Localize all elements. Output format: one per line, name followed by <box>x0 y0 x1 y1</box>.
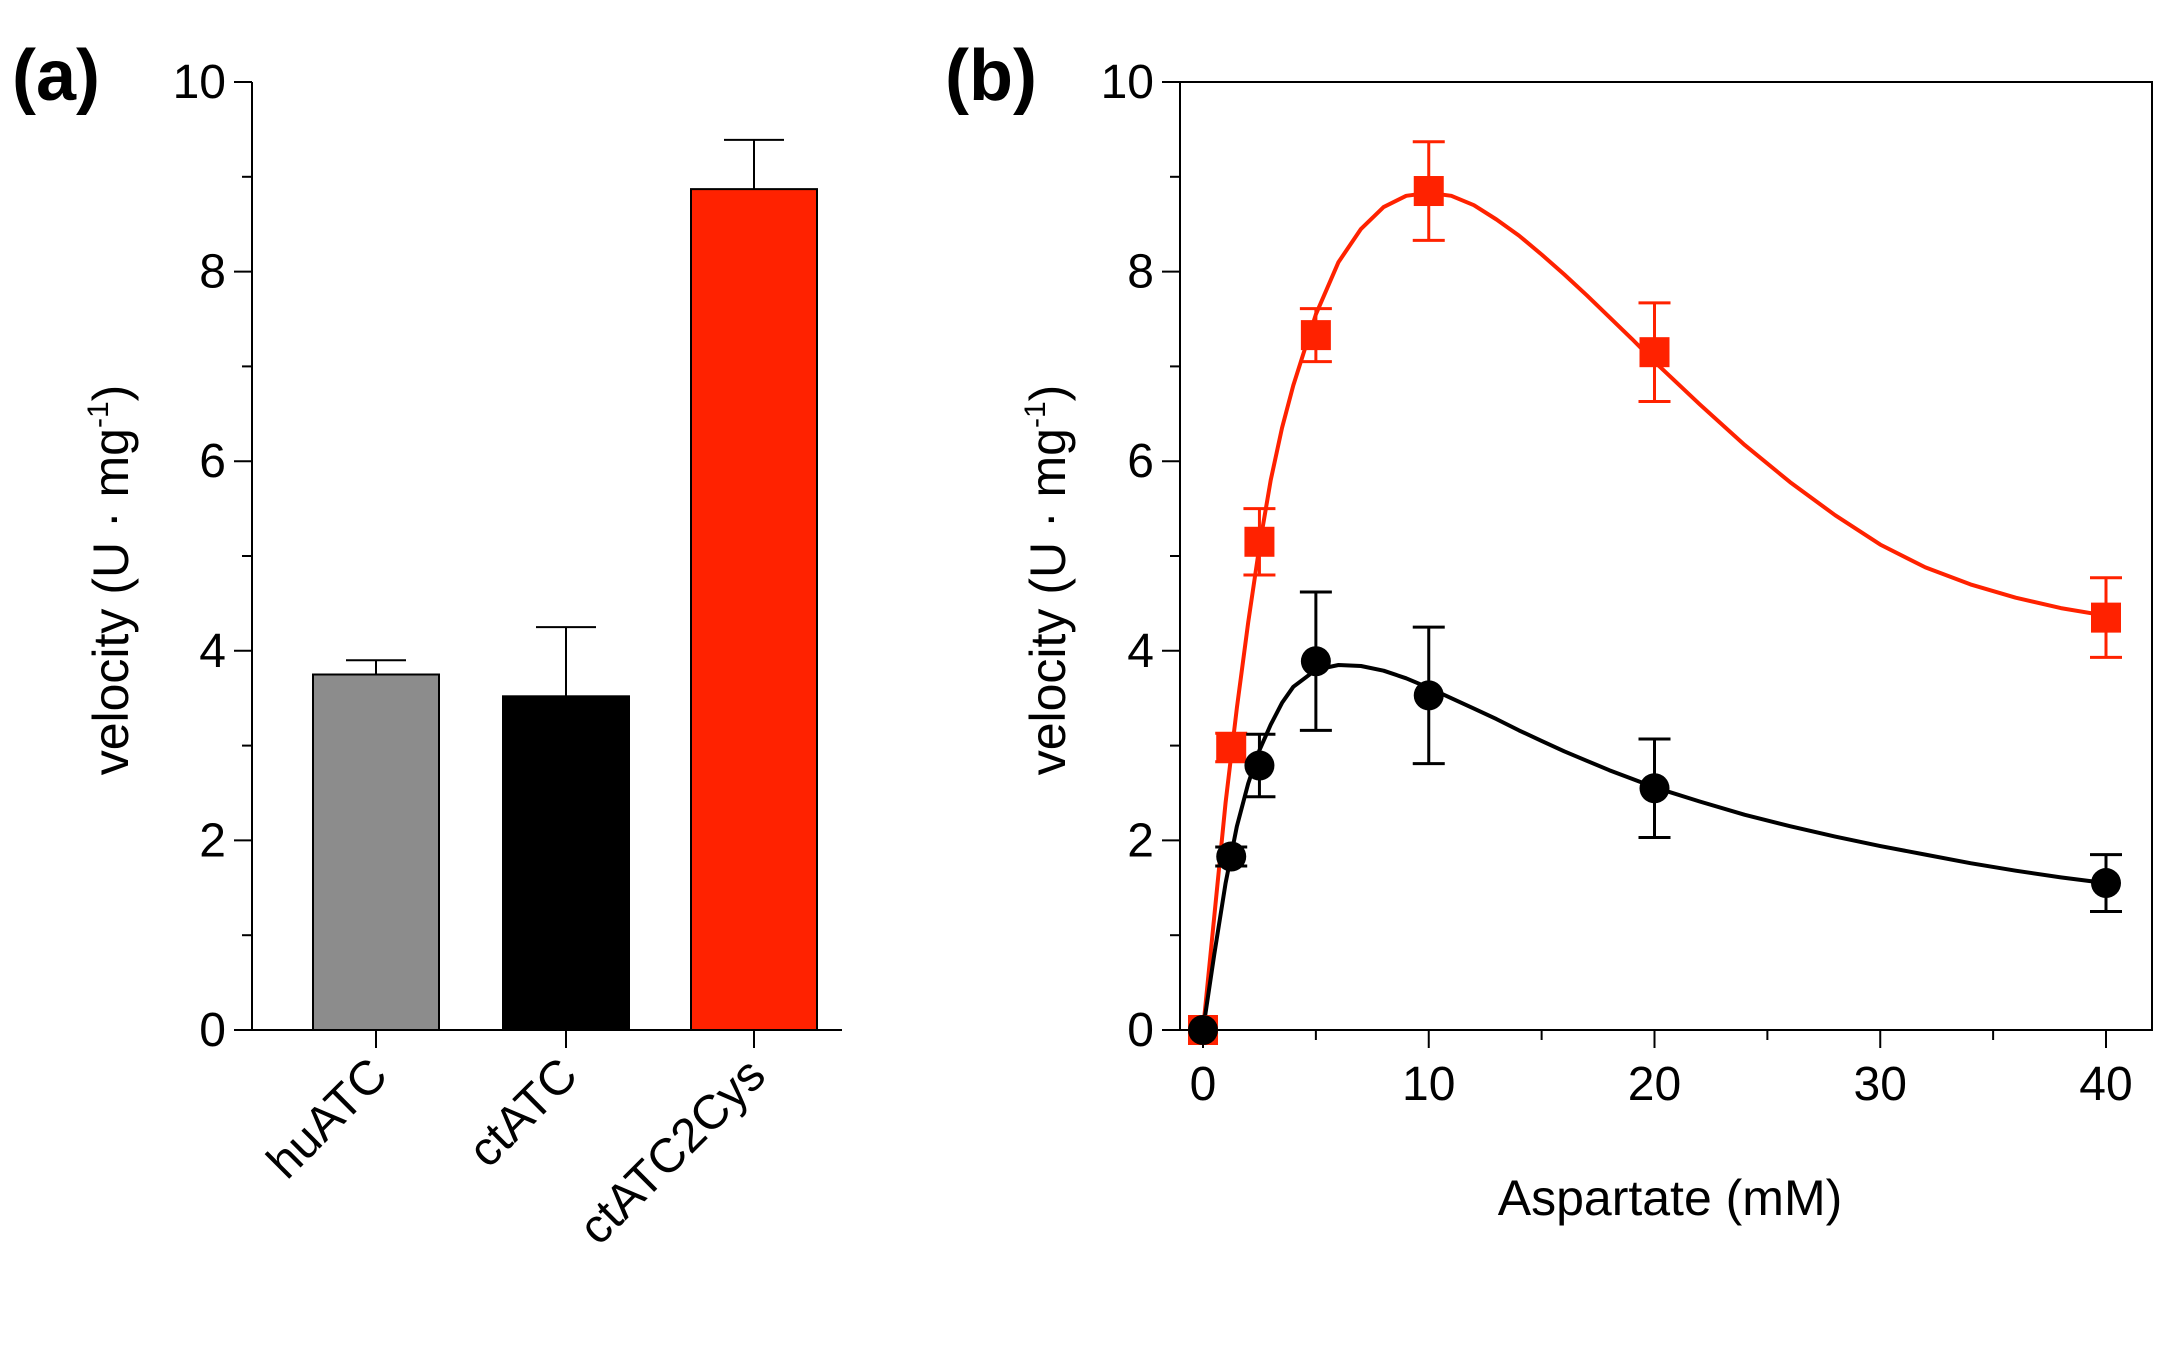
panel-b-x-tick-label: 30 <box>1854 1058 1907 1111</box>
panel-b-x-tick-label: 20 <box>1628 1058 1681 1111</box>
panel-b-x-tick-label: 40 <box>2079 1058 2132 1111</box>
panel-b-y-tick-label: 8 <box>1127 246 1154 299</box>
panel-b-point-ctATC <box>1188 1015 1218 1045</box>
panel-b-x-axis-title: Aspartate (mM) <box>1498 1170 1843 1226</box>
panel-b-y-axis-title-close: ) <box>1020 385 1076 402</box>
panel-b-point-ctATC <box>2091 868 2121 899</box>
panel-a-bar-huATC <box>312 673 440 1031</box>
panel-b-y-tick-label: 2 <box>1127 814 1154 867</box>
panel-b-y-axis-title: velocity (U · mg-1) <box>1019 385 1076 776</box>
panel-a-x-tick-label: ctATC2Cys <box>569 1048 776 1255</box>
panel-b-y-tick-label: 10 <box>1101 56 1154 109</box>
panel-a-y-axis-title-sup: -1 <box>82 401 115 428</box>
panel-b-plot-frame <box>1179 81 2153 1031</box>
panel-a-y-tick-label: 0 <box>199 1004 226 1057</box>
svg-text:velocity (U · mg-1): velocity (U · mg-1) <box>1019 385 1076 776</box>
panel-b-point-ctATC2Cys <box>2091 602 2121 633</box>
panel-b-point-ctATC2Cys <box>1413 176 1444 207</box>
panel-a-label: (a) <box>12 36 100 116</box>
svg-text:velocity (U · mg-1): velocity (U · mg-1) <box>82 385 139 776</box>
panel-b-y-axis-title-sup: -1 <box>1019 401 1052 428</box>
panel-a-x-tick-label: ctATC <box>459 1048 588 1177</box>
panel-b-x-tick-label: 10 <box>1402 1058 1455 1111</box>
panel-a-y-tick-label: 8 <box>199 246 226 299</box>
panel-b-point-ctATC2Cys <box>1639 337 1670 368</box>
panel-b-y-axis-title-text: velocity (U · mg <box>1020 428 1076 775</box>
panel-b-label: (b) <box>945 36 1037 116</box>
panel-a-bar-ctATC2Cys <box>690 188 818 1031</box>
panel-b-point-ctATC <box>1244 750 1275 781</box>
panel-a-x-tick-label: huATC <box>257 1048 398 1189</box>
panel-b-point-ctATC <box>1413 680 1444 711</box>
panel-b-fit-curve-ctATC <box>1201 663 2107 1031</box>
panel-a-y-axis-title-close: ) <box>83 385 139 402</box>
panel-b-point-ctATC2Cys <box>1300 320 1331 351</box>
panel-b-point-ctATC <box>1216 841 1247 872</box>
panel-b-x-tick-label: 0 <box>1190 1058 1217 1111</box>
panel-a-y-tick-label: 2 <box>199 814 226 867</box>
panel-a-y-axis-title: velocity (U · mg-1) <box>82 385 139 776</box>
panel-a-y-axis-title-text: velocity (U · mg <box>83 428 139 775</box>
panel-b-y-tick-label: 0 <box>1127 1004 1154 1057</box>
panel-b-fit-curve-ctATC2Cys <box>1201 190 2107 1031</box>
panel-b-scatter-chart: (b) velocity (U · mg-1) Aspartate (mM) 0… <box>945 36 2153 1226</box>
panel-b-point-ctATC2Cys <box>1216 732 1247 763</box>
panel-b-point-ctATC <box>1300 646 1331 677</box>
panel-b-y-tick-label: 4 <box>1127 625 1154 678</box>
panel-a-y-tick-label: 6 <box>199 435 226 488</box>
panel-a-bar-chart: (a) velocity (U · mg-1) 0 2 4 6 8 10 huATC ctA… <box>12 36 842 1255</box>
panel-a-y-tick-label: 10 <box>173 56 226 109</box>
panel-b-point-ctATC2Cys <box>1244 526 1275 557</box>
panel-a-bar-ctATC <box>502 695 630 1032</box>
panel-b-point-ctATC <box>1639 773 1670 804</box>
panel-a-y-tick-label: 4 <box>199 625 226 678</box>
panel-b-y-tick-label: 6 <box>1127 435 1154 488</box>
